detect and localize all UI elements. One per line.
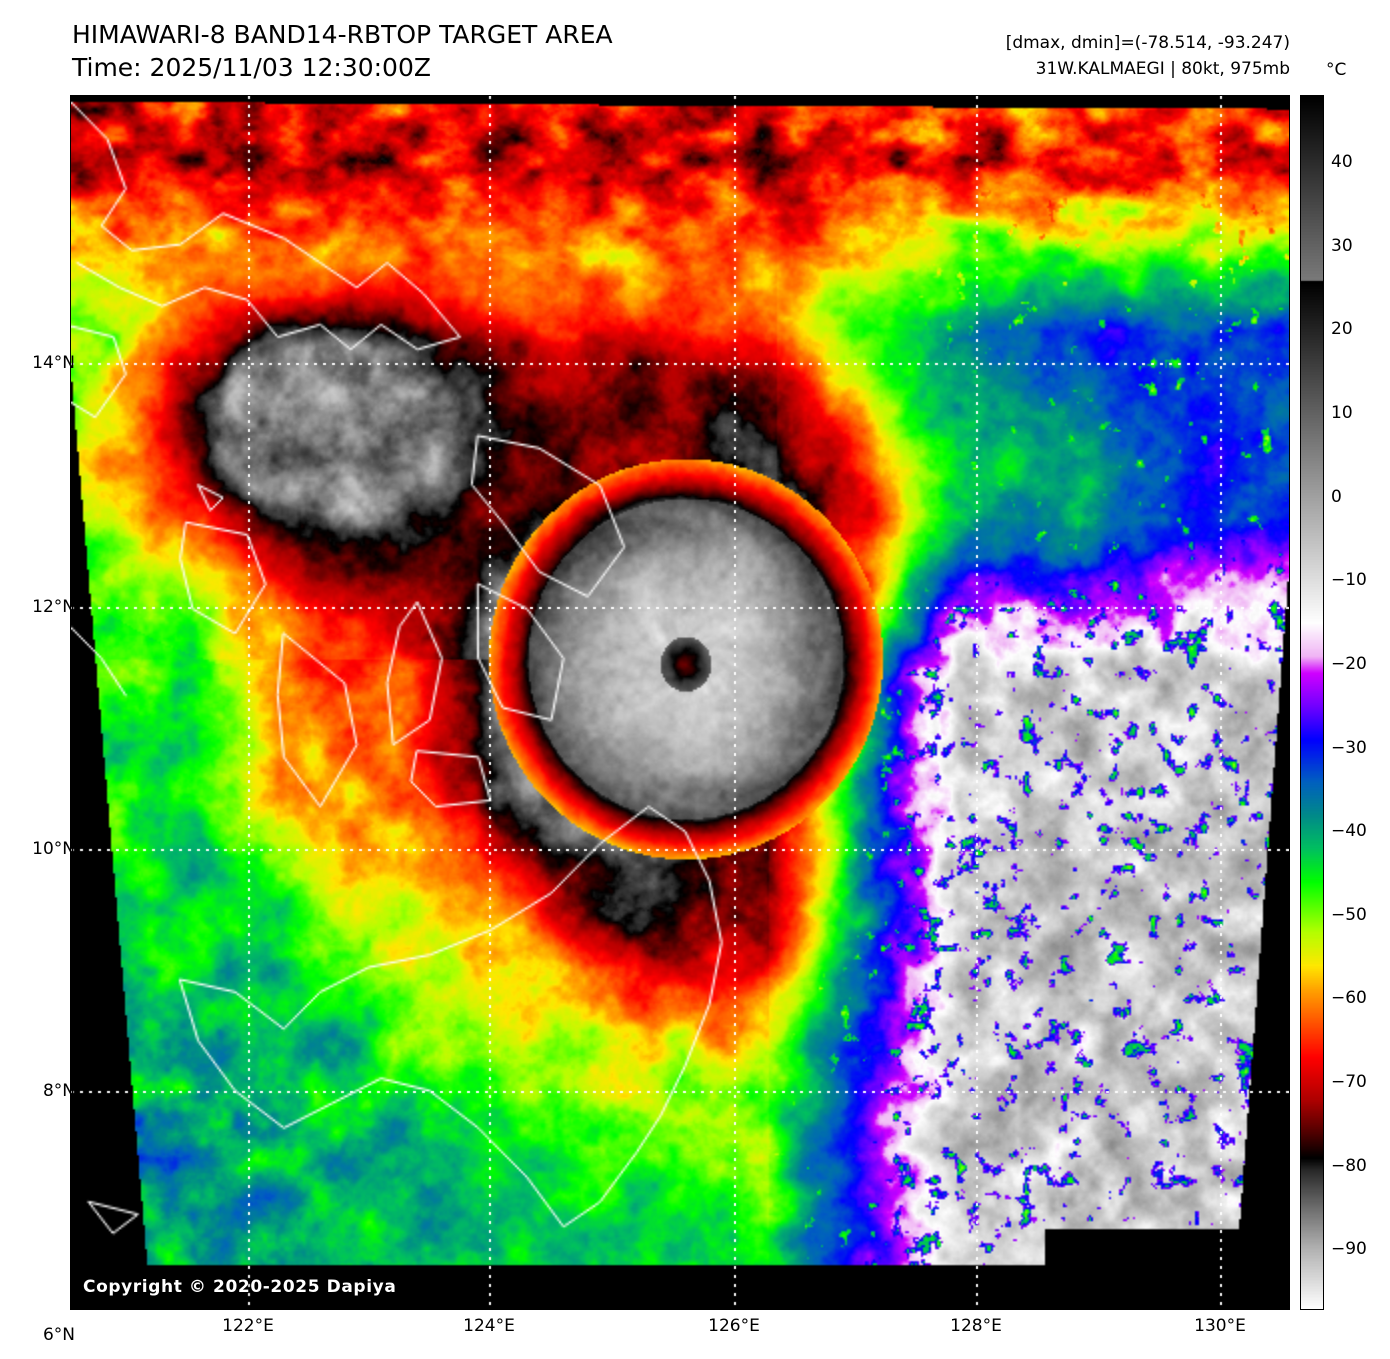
satellite-map[interactable]: Copyright © 2020-2025 Dapiya [70,95,1290,1310]
colorbar[interactable] [1300,95,1324,1310]
colorbar-tick: −10 [1331,570,1367,591]
colorbar-tick: −70 [1331,1072,1367,1093]
copyright-label: Copyright © 2020-2025 Dapiya [83,1277,397,1297]
colorbar-unit-label: °C [1326,60,1347,80]
lat-tick-label: 8°N [42,1081,75,1101]
graticule-overlay-canvas [71,96,1289,1309]
colorbar-tick: −60 [1331,988,1367,1009]
colorbar-tick: 10 [1331,402,1353,423]
lat-tick-label: 6°N [42,1325,75,1345]
lon-tick-label: 128°E [950,1316,1002,1336]
colorbar-tick: −50 [1331,904,1367,925]
colorbar-tick: −80 [1331,1155,1367,1176]
lat-tick-label: 12°N [32,597,75,617]
lon-tick-label: 124°E [463,1316,515,1336]
lat-tick-label: 10°N [32,839,75,859]
lon-tick-label: 130°E [1194,1316,1246,1336]
colorbar-tick: −20 [1331,653,1367,674]
timestamp-label: Time: 2025/11/03 12:30:00Z [72,53,431,82]
colorbar-tick: −40 [1331,821,1367,842]
lon-tick-label: 122°E [222,1316,274,1336]
colorbar-tick: 20 [1331,319,1353,340]
lon-tick-label: 126°E [708,1316,760,1336]
colorbar-gradient [1301,96,1323,1309]
page-title: HIMAWARI-8 BAND14-RBTOP TARGET AREA [72,20,613,49]
colorbar-tick: 40 [1331,151,1353,172]
title-block: HIMAWARI-8 BAND14-RBTOP TARGET AREA Time… [72,18,613,84]
storm-info-label: 31W.KALMAEGI | 80kt, 975mb [1035,59,1290,79]
lat-tick-label: 14°N [32,353,75,373]
metadata-block: [dmax, dmin]=(-78.514, -93.247) 31W.KALM… [1006,30,1290,82]
colorbar-tick: 30 [1331,235,1353,256]
data-range-label: [dmax, dmin]=(-78.514, -93.247) [1005,33,1290,53]
colorbar-tick: 0 [1331,486,1342,507]
colorbar-tick: −90 [1331,1239,1367,1260]
colorbar-tick: −30 [1331,737,1367,758]
